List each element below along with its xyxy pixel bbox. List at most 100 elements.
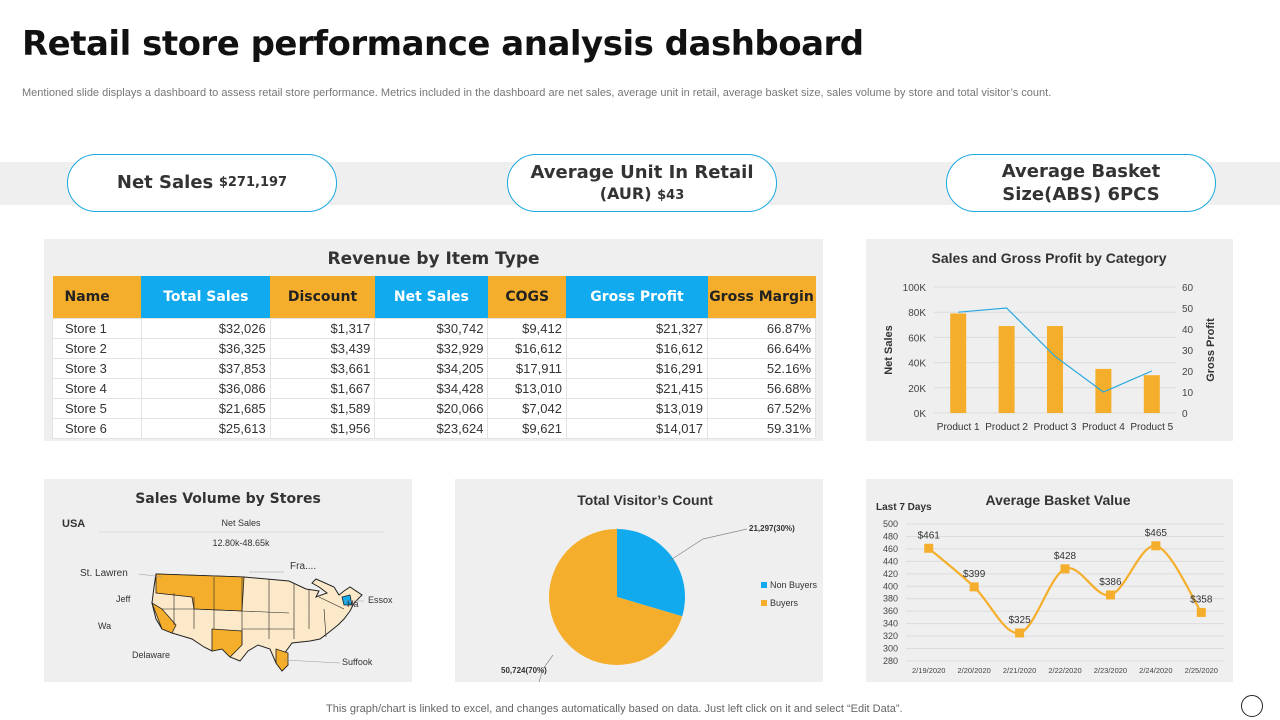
table-cell: $1,317 [269, 317, 376, 339]
line-marker [924, 543, 934, 553]
col-header-total-sales: Total Sales [141, 276, 271, 318]
map-legend-range: 12.80k-48.65k [212, 538, 270, 548]
y-tick-label: 380 [883, 594, 898, 604]
y2-tick-label: 30 [1182, 346, 1194, 357]
y-tick-label: 320 [883, 631, 898, 641]
pie-chart-title: Total Visitor’s Count [577, 492, 713, 508]
table-cell: Store 2 [52, 337, 142, 359]
table-cell: $20,066 [374, 397, 489, 419]
y-tick-label: 40K [908, 359, 926, 370]
x-tick-label: Product 3 [1034, 422, 1077, 433]
table-cell: $13,019 [565, 397, 709, 419]
y-tick-label: 100K [903, 283, 927, 294]
table-cell: $32,026 [140, 317, 271, 339]
col-header-cogs: COGS [487, 276, 567, 318]
line-data-label: $399 [963, 569, 986, 580]
y-tick-label: 20K [908, 384, 926, 395]
slide-indicator-icon [1241, 695, 1263, 717]
kpi-abs-label: Average Basket [1001, 160, 1161, 182]
y2-tick-label: 40 [1182, 325, 1194, 336]
kpi-aur-label-abbr: (AUR) [599, 184, 652, 204]
y-tick-label: 500 [883, 519, 898, 529]
table-row: Store 4 $36,086 $1,667 $34,428 $13,010 $21,41… [52, 377, 816, 399]
y2-axis-label: Gross Profit [1205, 318, 1217, 382]
bar [998, 326, 1015, 413]
y-tick-label: 300 [883, 644, 898, 654]
kpi-aur-label: Average Unit In Retail [530, 161, 754, 183]
map-label-essox: Essox [368, 595, 393, 605]
map-label-jeff: Jeff [116, 594, 131, 604]
legend-label: Buyers [770, 598, 799, 608]
bar [950, 313, 967, 413]
map-panel: Sales Volume by Stores USA Net Sales 12.… [44, 479, 412, 682]
pie-chart-panel: Total Visitor’s Count 21,297(30%) 50,724(7… [455, 479, 823, 683]
line-data-label: $461 [918, 530, 941, 541]
table-cell: $7,042 [487, 397, 567, 419]
line-data-label: $465 [1145, 528, 1168, 539]
table-cell: $13,010 [487, 377, 567, 399]
x-tick-label: 2/24/2020 [1139, 666, 1172, 675]
table-cell: $21,327 [565, 317, 709, 339]
pie-leader-line [538, 654, 554, 683]
line-marker [969, 582, 979, 592]
pie-chart: Total Visitor’s Count 21,297(30%) 50,724(7… [501, 492, 818, 683]
y-axis-label: Net Sales [883, 325, 895, 375]
y-tick-label: 60K [908, 333, 926, 344]
y-tick-label: 0K [914, 409, 927, 420]
combo-chart: Sales and Gross Profit by Category 0K 20K 4… [883, 250, 1217, 433]
line-chart: Average Basket Value Last 7 Days 280 300 320… [876, 492, 1224, 675]
table-cell: $36,086 [140, 377, 271, 399]
table-cell: 59.31% [707, 417, 816, 439]
x-tick-label: Product 5 [1130, 422, 1173, 433]
revenue-table-panel: Revenue by Item Type Name Total Sales Di… [44, 239, 823, 441]
table-cell: $36,325 [140, 337, 271, 359]
table-cell: $34,428 [374, 377, 489, 399]
map-label-suffook: Suffook [342, 657, 373, 667]
table-cell: $1,589 [269, 397, 376, 419]
kpi-aur-value: $43 [657, 188, 685, 204]
combo-chart-title: Sales and Gross Profit by Category [932, 250, 1167, 266]
pie-data-label: 21,297(30%) [749, 524, 795, 533]
table-cell: $16,612 [565, 337, 709, 359]
revenue-table: Name Total Sales Discount Net Sales COGS… [52, 276, 816, 439]
table-cell: $21,685 [140, 397, 271, 419]
kpi-abs: Average Basket Size(ABS) 6PCS [946, 154, 1216, 212]
table-row: Store 5 $21,685 $1,589 $20,066 $7,042 $13,019… [52, 397, 816, 419]
legend-swatch [761, 600, 767, 606]
bar [1095, 368, 1112, 413]
y2-tick-label: 0 [1182, 409, 1188, 420]
map-legend-title: Net Sales [221, 518, 261, 528]
footer-note: This graph/chart is linked to excel, and… [326, 703, 903, 715]
table-row: Store 1 $32,026 $1,317 $30,742 $9,412 $21,327… [52, 317, 816, 339]
table-cell: 67.52% [707, 397, 816, 419]
y2-tick-label: 50 [1182, 304, 1194, 315]
y-tick-label: 480 [883, 531, 898, 541]
map-title: Sales Volume by Stores [135, 491, 321, 507]
line-data-label: $386 [1099, 577, 1122, 588]
us-map: USA Net Sales 12.80k-48.65k St. Lawren F… [62, 518, 393, 672]
x-tick-label: 2/19/2020 [912, 666, 945, 675]
pie-slice [549, 529, 683, 665]
col-header-discount: Discount [270, 276, 375, 318]
y-tick-label: 80K [908, 308, 926, 319]
x-tick-label: 2/21/2020 [1003, 666, 1036, 675]
kpi-abs-label-abbr: Size(ABS) [1002, 184, 1102, 205]
table-cell: $30,742 [374, 317, 489, 339]
y-tick-label: 400 [883, 581, 898, 591]
x-tick-label: Product 4 [1082, 422, 1125, 433]
table-cell: Store 3 [52, 357, 142, 379]
table-cell: Store 6 [52, 417, 142, 439]
gross-profit-line [958, 307, 1153, 393]
kpi-net-sales-label: Net Sales [116, 172, 214, 194]
y-tick-label: 360 [883, 606, 898, 616]
map-label-fra: Fra.... [290, 561, 316, 572]
y-tick-label: 440 [883, 556, 898, 566]
map-label-ha: Ha [347, 599, 359, 609]
table-cell: Store 5 [52, 397, 142, 419]
line-data-label: $325 [1008, 615, 1031, 626]
table-cell: 66.64% [707, 337, 816, 359]
y-tick-label: 280 [883, 656, 898, 666]
col-header-name: Name [52, 276, 142, 318]
table-cell: 52.16% [707, 357, 816, 379]
table-cell: $32,929 [374, 337, 489, 359]
